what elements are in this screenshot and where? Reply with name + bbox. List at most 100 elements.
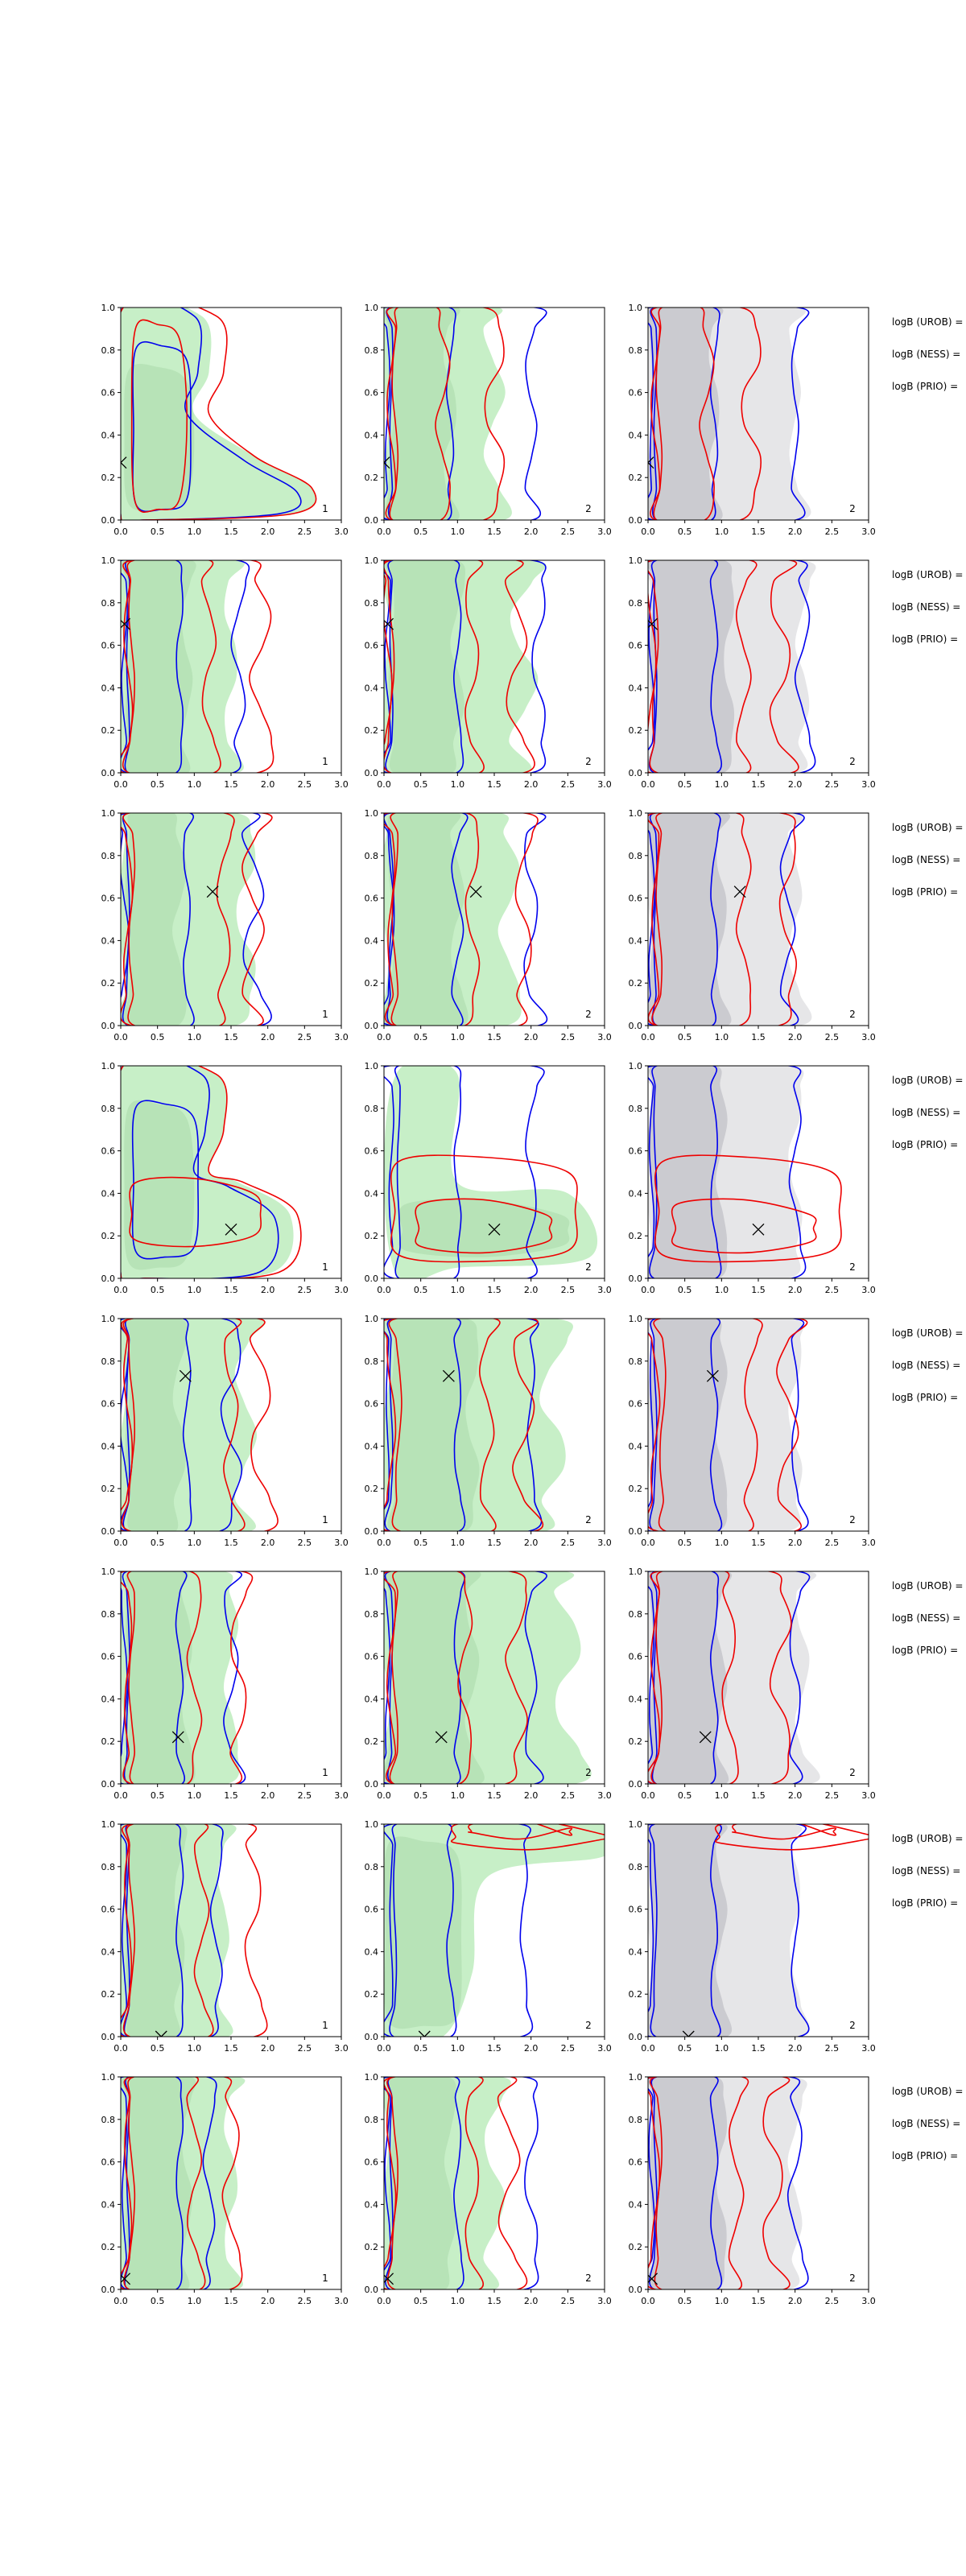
red-contour-2 [130,319,188,513]
panel-index-label: 2 [585,1514,592,1525]
x-tick-label: 3.0 [861,779,876,790]
blue-contour-1 [384,1824,534,2037]
x-tick-label: 1.5 [487,779,502,790]
x-tick-label: 1.0 [715,2043,729,2054]
x-tick-label: 0.0 [377,2296,391,2306]
y-tick-label: 0.4 [365,935,379,946]
x-tick-label: 2.0 [788,1790,803,1801]
true-value-marker [699,1731,712,1744]
x-tick-label: 0.5 [678,1790,692,1801]
y-tick-label: 0.0 [101,768,116,778]
x-tick-label: 2.0 [524,779,539,790]
blue-contour-2 [650,308,720,520]
x-tick-label: 1.5 [224,1032,238,1042]
y-tick-label: 0.6 [629,1146,643,1157]
logb-annotation-1: logB (UROB) = [892,822,963,833]
y-tick-label: 0.2 [365,473,379,483]
x-tick-label: 3.0 [334,2296,349,2306]
x-tick-label: 1.0 [715,1285,729,1295]
true-value-marker [682,2030,695,2037]
true-value-marker [418,2030,431,2037]
x-tick-label: 2.0 [788,1538,803,1548]
blue-contour-1 [121,2077,217,2289]
x-tick-label: 0.0 [114,1032,128,1042]
x-tick-label: 1.0 [188,2296,202,2306]
panel-r4-c3: 0.0 0.5 1.0 1.5 2.0 2.5 3.0 0.0 0.2 0.4 0.6 0.8 1.0 2 [629,1061,876,1295]
red-contour-1 [121,1571,254,1784]
blue-contour-1 [384,1319,543,1531]
y-tick-label: 0.8 [101,1104,116,1114]
y-tick-label: 1.0 [629,1567,643,1577]
red-contour-2 [653,308,715,520]
red-contour-2 [121,1319,246,1531]
x-tick-label: 2.5 [561,1790,576,1801]
x-tick-label: 1.5 [751,1790,766,1801]
red-contour-2 [122,813,235,1026]
true-value-marker [171,1731,184,1744]
x-tick-label: 1.5 [751,779,766,790]
x-tick-label: 1.5 [487,1032,502,1042]
y-tick-label: 0.4 [629,2199,643,2210]
credible-region-inner-fill [648,308,724,520]
y-tick-label: 0.4 [629,1694,643,1704]
y-tick-label: 0.8 [629,1609,643,1620]
x-tick-label: 3.0 [334,1538,349,1548]
panel-r1-c2: 0.0 0.5 1.0 1.5 2.0 2.5 3.0 0.0 0.2 0.4 0.6 0.8 1.0 2 [365,303,612,537]
y-tick-label: 0.6 [365,388,379,398]
x-tick-label: 0.0 [641,779,655,790]
true-value-marker [648,617,658,630]
blue-contour-2 [649,1824,722,2037]
blue-contour-1 [648,813,805,1026]
blue-contour-2 [132,341,192,513]
x-tick-label: 1.0 [451,779,465,790]
y-tick-label: 0.0 [365,2285,379,2295]
x-tick-label: 0.5 [151,1538,165,1548]
y-tick-label: 0.6 [101,1905,116,1915]
x-tick-label: 2.5 [825,779,840,790]
y-tick-label: 0.2 [629,978,643,989]
true-value-marker [155,2030,167,2037]
panel-index-label: 1 [322,2020,328,2031]
y-tick-label: 1.0 [101,1567,116,1577]
panel-index-label: 2 [585,1009,592,1020]
y-tick-label: 0.2 [101,978,116,989]
y-tick-label: 0.2 [365,1989,379,2000]
x-tick-label: 2.0 [524,2296,539,2306]
x-tick-label: 2.0 [261,1790,275,1801]
y-tick-label: 0.0 [629,1779,643,1790]
y-tick-label: 0.6 [365,1652,379,1662]
panel-index-label: 2 [585,756,592,767]
x-tick-label: 1.5 [224,779,238,790]
x-tick-label: 2.5 [298,1538,312,1548]
x-tick-label: 2.0 [788,1285,803,1295]
x-tick-label: 2.0 [261,1285,275,1295]
y-tick-label: 0.0 [101,1779,116,1790]
credible-region-inner-fill [386,2077,456,2289]
red-contour-1 [714,1824,869,1851]
x-tick-label: 0.5 [678,1538,692,1548]
blue-contour-2 [124,2077,184,2289]
y-tick-label: 1.0 [365,1819,379,1830]
y-tick-label: 0.2 [629,1231,643,1241]
y-tick-label: 0.8 [365,1609,379,1620]
y-tick-label: 0.8 [629,1356,643,1367]
x-tick-label: 1.0 [188,1538,202,1548]
x-tick-label: 0.0 [641,1538,655,1548]
y-tick-label: 0.4 [101,430,116,440]
y-tick-label: 0.0 [365,2032,379,2042]
blue-contour-2 [649,560,723,773]
blue-contour-2 [649,813,721,1026]
y-tick-label: 0.0 [629,1274,643,1284]
y-tick-label: 0.0 [365,1779,379,1790]
logb-annotation-1: logB (UROB) = [892,1075,963,1086]
y-tick-label: 1.0 [629,808,643,819]
x-tick-label: 0.0 [114,2043,128,2054]
y-tick-label: 1.0 [365,808,379,819]
logb-annotation-3: logB (PRIO) = [892,1897,958,1909]
panel-r5-c1: 0.0 0.5 1.0 1.5 2.0 2.5 3.0 0.0 0.2 0.4 0.6 0.8 1.0 1 [101,1314,349,1548]
x-tick-label: 2.0 [788,1032,803,1042]
x-tick-label: 0.5 [151,2043,165,2054]
y-tick-label: 0.6 [101,1146,116,1157]
y-tick-label: 0.2 [101,1484,116,1494]
